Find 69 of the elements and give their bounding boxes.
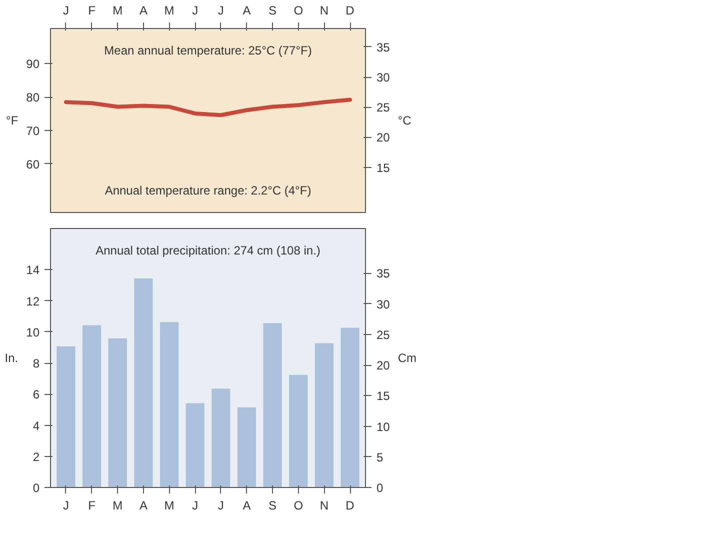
x-tick-label: J	[62, 4, 69, 18]
x-tick-label: O	[294, 4, 304, 18]
y-tick-label: 10	[26, 325, 40, 340]
y2-tick-label: 35	[376, 40, 390, 54]
x-tick-label: J	[218, 498, 224, 512]
bar	[56, 346, 76, 488]
bar	[82, 325, 102, 488]
x-tick-label: A	[139, 4, 148, 18]
bar	[263, 323, 282, 488]
y-tick-label: 60	[26, 157, 40, 172]
x-tick-label: F	[88, 498, 96, 512]
x-tick-label: S	[268, 4, 277, 18]
bar	[212, 388, 230, 488]
y2-tick-label: 35	[376, 266, 390, 281]
x-tick-label: M	[112, 498, 123, 512]
y-tick-label: 6	[32, 388, 40, 402]
bar	[314, 343, 334, 488]
x-tick-label: D	[346, 498, 355, 512]
x-tick-label: J	[62, 498, 69, 512]
bar	[186, 403, 204, 488]
y-tick-label: 70	[26, 124, 40, 138]
y2-axis-title: Cm	[398, 351, 417, 365]
y2-tick-label: 20	[376, 358, 390, 373]
x-tick-label: A	[242, 4, 251, 18]
y2-tick-label: 25	[376, 100, 390, 115]
y2-tick-label: 0	[376, 481, 384, 495]
x-tick-label: M	[112, 4, 123, 18]
bar	[134, 278, 153, 488]
x-tick-label: J	[192, 4, 198, 18]
bar	[108, 338, 127, 488]
x-tick-label: M	[164, 498, 174, 512]
y2-tick-label: 10	[376, 420, 390, 434]
x-tick-label: N	[320, 498, 329, 512]
y2-tick-label: 15	[376, 389, 390, 404]
y2-tick-label: 30	[376, 297, 390, 312]
annotation: Annual total precipitation: 274 cm (108 in.)	[96, 244, 320, 258]
bar	[289, 374, 308, 488]
x-tick-label: J	[192, 498, 198, 512]
x-tick-label: A	[242, 498, 251, 512]
y2-axis-title: °C	[398, 114, 412, 128]
y-tick-label: 90	[26, 57, 40, 72]
annotation: Annual temperature range: 2.2°C (4°F)	[104, 184, 312, 198]
y-tick-label: 2	[32, 450, 40, 464]
y-axis-title: In.	[4, 351, 18, 365]
y2-tick-label: 20	[376, 130, 390, 145]
y-tick-label: 14	[26, 263, 40, 278]
y-tick-label: 8	[32, 356, 40, 371]
x-tick-label: A	[139, 498, 148, 512]
y-axis-title: °F	[6, 114, 18, 128]
y-tick-label: 80	[26, 90, 40, 105]
line-series	[64, 98, 352, 118]
x-tick-label: S	[268, 498, 277, 512]
x-tick-label: N	[320, 4, 329, 18]
y-tick-label: 0	[32, 481, 40, 495]
y-tick-label: 4	[32, 418, 40, 433]
x-tick-label: F	[88, 4, 96, 18]
bar	[340, 328, 360, 488]
annotation: Mean annual temperature: 25°C (77°F)	[104, 44, 312, 58]
y2-tick-label: 30	[376, 70, 390, 85]
y2-tick-label: 15	[376, 160, 390, 175]
y-tick-label: 12	[26, 294, 40, 308]
y2-tick-label: 25	[376, 328, 390, 342]
x-tick-label: M	[164, 4, 174, 18]
y2-tick-label: 5	[376, 450, 384, 464]
x-tick-label: J	[218, 4, 224, 18]
bar	[160, 322, 179, 488]
x-tick-label: O	[294, 498, 304, 512]
x-tick-label: D	[346, 4, 355, 18]
bar	[237, 407, 256, 488]
